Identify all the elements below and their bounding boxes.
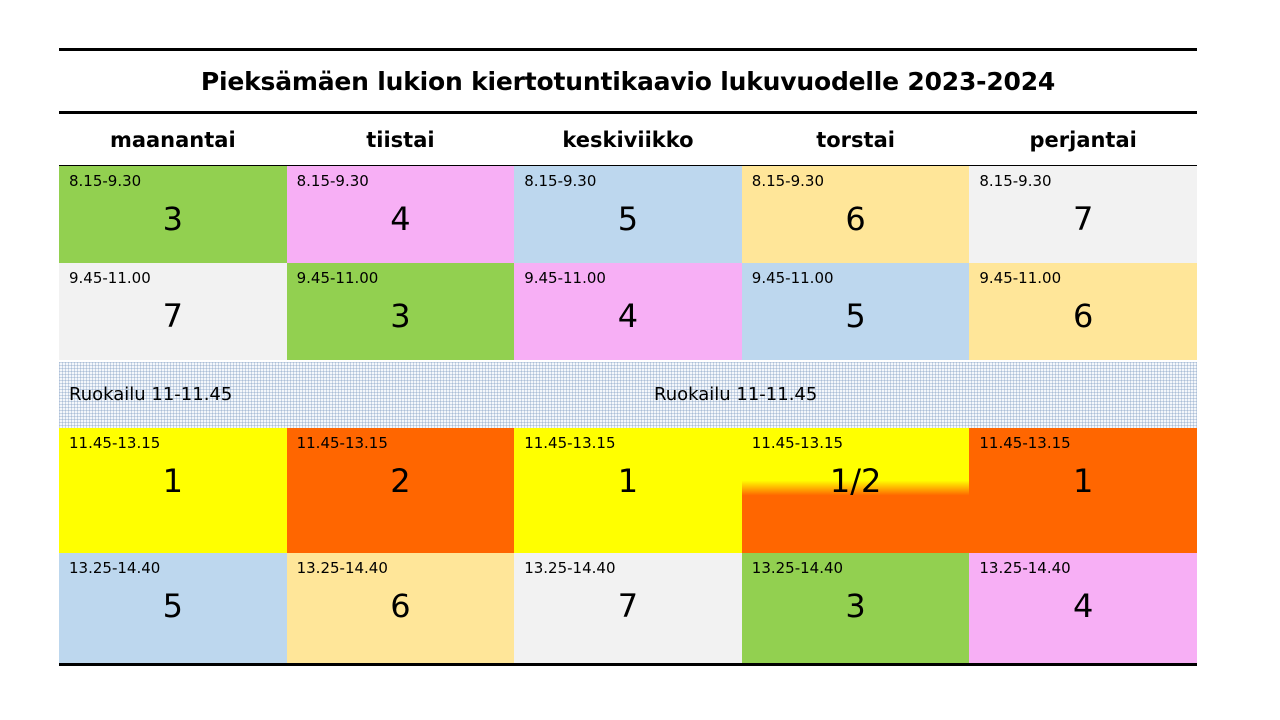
header-rule (59, 165, 1197, 166)
period-row-3: 11.45-13.15 1 11.45-13.15 2 11.45-13.15 … (59, 428, 1197, 553)
slot-time: 9.45-11.00 (69, 269, 151, 287)
period-row-4: 13.25-14.40 5 13.25-14.40 6 13.25-14.40 … (59, 553, 1197, 663)
slot-cell: 11.45-13.15 1 (514, 428, 742, 553)
slot-period: 5 (617, 200, 639, 238)
slot-period: 1 (162, 462, 183, 500)
slot-period: 3 (162, 200, 183, 238)
slot-time: 11.45-13.15 (751, 434, 844, 452)
slot-time: 8.15-9.30 (69, 172, 142, 190)
slot-cell: 8.15-9.30 5 (514, 166, 742, 263)
slot-period: 5 (845, 297, 866, 335)
slot-cell: 13.25-14.40 6 (286, 553, 515, 663)
slot-time: 9.45-11.00 (296, 269, 379, 287)
period-row-2: 9.45-11.00 7 9.45-11.00 3 9.45-11.00 4 9… (59, 263, 1197, 360)
slot-cell: 9.45-11.00 4 (514, 263, 742, 360)
slot-period: 7 (1072, 200, 1094, 238)
lunch-label-left: Ruokailu 11-11.45 (69, 384, 233, 405)
slot-period: 4 (617, 297, 639, 335)
day-wednesday: keskiviikko (562, 127, 694, 152)
slot-cell: 13.25-14.40 7 (514, 553, 742, 663)
slot-cell: 13.25-14.40 4 (969, 553, 1197, 663)
slot-time: 9.45-11.00 (979, 269, 1062, 287)
slot-cell: 9.45-11.00 6 (969, 263, 1197, 360)
slot-period: 3 (390, 297, 411, 335)
slot-cell: 9.45-11.00 3 (286, 263, 515, 360)
slot-cell: 13.25-14.40 3 (741, 553, 970, 663)
slot-cell: 9.45-11.00 5 (741, 263, 970, 360)
schedule-table: Pieksämäen lukion kiertotuntikaavio luku… (59, 48, 1197, 666)
slot-period: 6 (390, 587, 411, 625)
slot-period: 6 (845, 200, 866, 238)
slot-time: 13.25-14.40 (69, 559, 161, 577)
slot-period: 2 (390, 462, 411, 500)
lunch-band: Ruokailu 11-11.45 Ruokailu 11-11.45 (59, 362, 1197, 428)
slot-period: 5 (162, 587, 183, 625)
slot-time: 13.25-14.40 (524, 559, 616, 577)
day-thursday: torstai (816, 127, 895, 152)
day-monday: maanantai (109, 127, 236, 152)
slot-cell: 8.15-9.30 3 (59, 166, 287, 263)
slot-period: 1 (1072, 462, 1094, 500)
day-tuesday: tiistai (366, 127, 435, 152)
slot-period: 3 (845, 587, 866, 625)
slot-time: 8.15-9.30 (979, 172, 1052, 190)
slot-period: 7 (162, 297, 183, 335)
slot-cell: 11.45-13.15 1/2 (741, 428, 970, 553)
slot-period: 4 (1072, 587, 1094, 625)
slot-time: 13.25-14.40 (751, 559, 844, 577)
slot-period: 1 (617, 462, 639, 500)
slot-cell: 8.15-9.30 6 (741, 166, 970, 263)
slot-cell: 11.45-13.15 1 (969, 428, 1197, 553)
day-friday: perjantai (1029, 127, 1137, 152)
slot-time: 11.45-13.15 (979, 434, 1071, 452)
slot-time: 8.15-9.30 (751, 172, 824, 190)
period-row-1: 8.15-9.30 3 8.15-9.30 4 8.15-9.30 5 8.15… (59, 166, 1197, 263)
top-rule (59, 48, 1197, 51)
slot-period: 4 (390, 200, 411, 238)
slot-time: 13.25-14.40 (296, 559, 388, 577)
slot-period: 1/2 (829, 462, 882, 500)
slot-cell: 8.15-9.30 4 (286, 166, 515, 263)
slot-cell: 11.45-13.15 2 (286, 428, 515, 553)
slot-time: 11.45-13.15 (296, 434, 388, 452)
slot-period: 6 (1072, 297, 1094, 335)
slot-time: 8.15-9.30 (524, 172, 597, 190)
title-rule (59, 111, 1197, 114)
weekday-header: maanantai tiistai keskiviikko torstai pe… (59, 114, 1197, 165)
slot-time: 9.45-11.00 (524, 269, 606, 287)
slot-cell: 8.15-9.30 7 (969, 166, 1197, 263)
bottom-rule (59, 663, 1197, 666)
slot-period: 7 (617, 587, 639, 625)
page-title: Pieksämäen lukion kiertotuntikaavio luku… (200, 66, 1056, 96)
slot-cell: 11.45-13.15 1 (59, 428, 287, 553)
slot-time: 8.15-9.30 (296, 172, 369, 190)
lunch-label-center: Ruokailu 11-11.45 (654, 384, 818, 405)
slot-time: 13.25-14.40 (979, 559, 1071, 577)
slot-cell: 13.25-14.40 5 (59, 553, 287, 663)
slot-time: 9.45-11.00 (751, 269, 834, 287)
slot-cell: 9.45-11.00 7 (59, 263, 287, 360)
slot-time: 11.45-13.15 (69, 434, 161, 452)
slot-time: 11.45-13.15 (524, 434, 616, 452)
